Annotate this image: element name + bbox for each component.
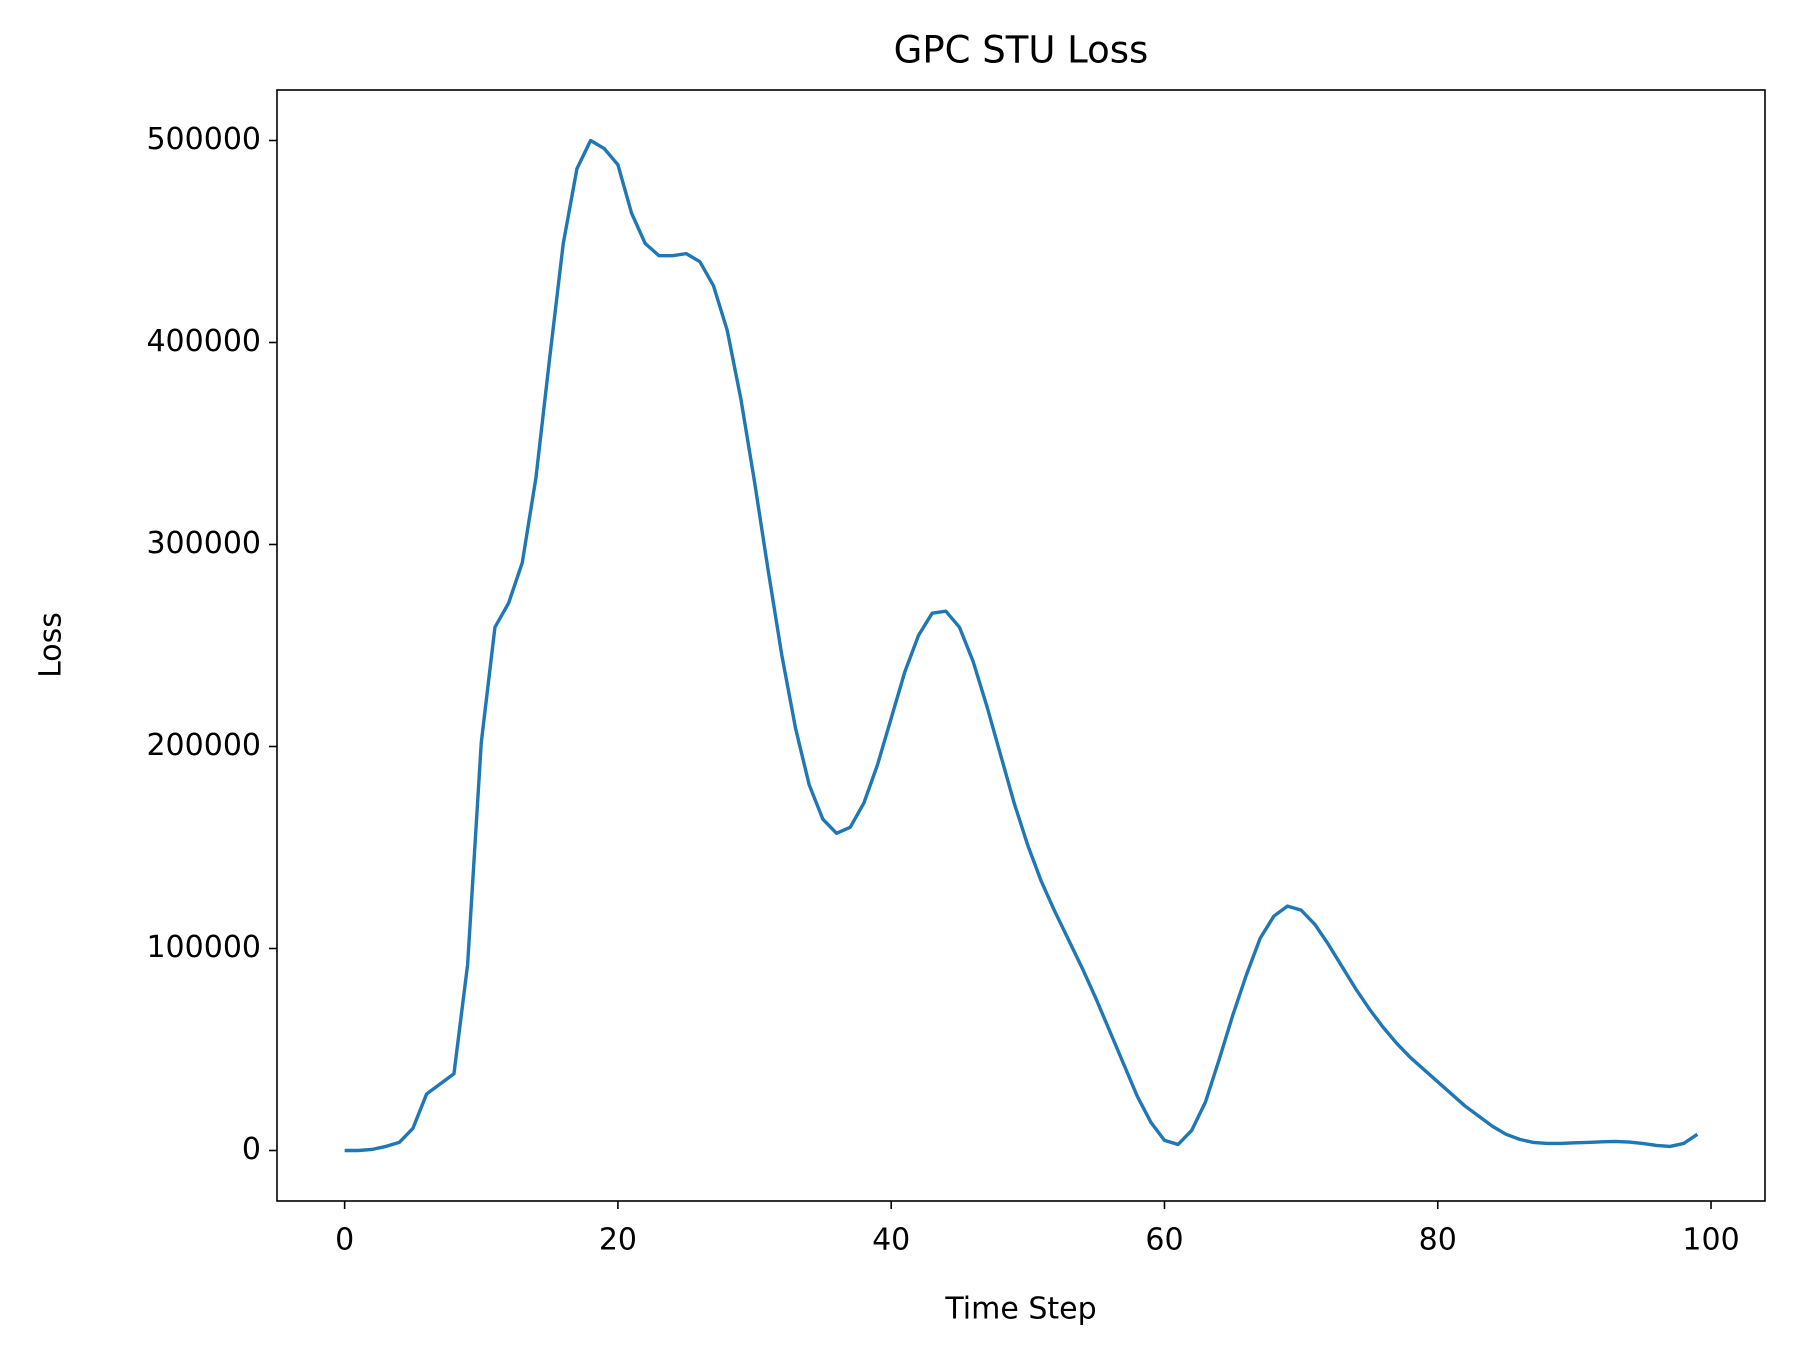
y-tick-label: 0: [242, 1132, 261, 1167]
x-tick-label: 60: [1145, 1223, 1183, 1258]
y-tick-label: 200000: [146, 728, 261, 763]
x-tick-label: 80: [1419, 1223, 1457, 1258]
x-tick-label: 20: [599, 1223, 637, 1258]
x-tick-label: 0: [335, 1223, 354, 1258]
x-tick-label: 40: [872, 1223, 910, 1258]
y-tick-label: 500000: [146, 122, 261, 157]
y-tick-label: 300000: [146, 526, 261, 561]
x-tick-label: 100: [1682, 1223, 1739, 1258]
x-axis-label: Time Step: [944, 1292, 1096, 1327]
chart-title: GPC STU Loss: [894, 29, 1149, 72]
line: [344, 138, 1699, 1153]
y-axis-label: Loss: [34, 612, 69, 678]
y-tick-label: 400000: [146, 324, 261, 359]
y-tick-label: 100000: [146, 930, 261, 965]
plot-frame: [276, 89, 1766, 1202]
